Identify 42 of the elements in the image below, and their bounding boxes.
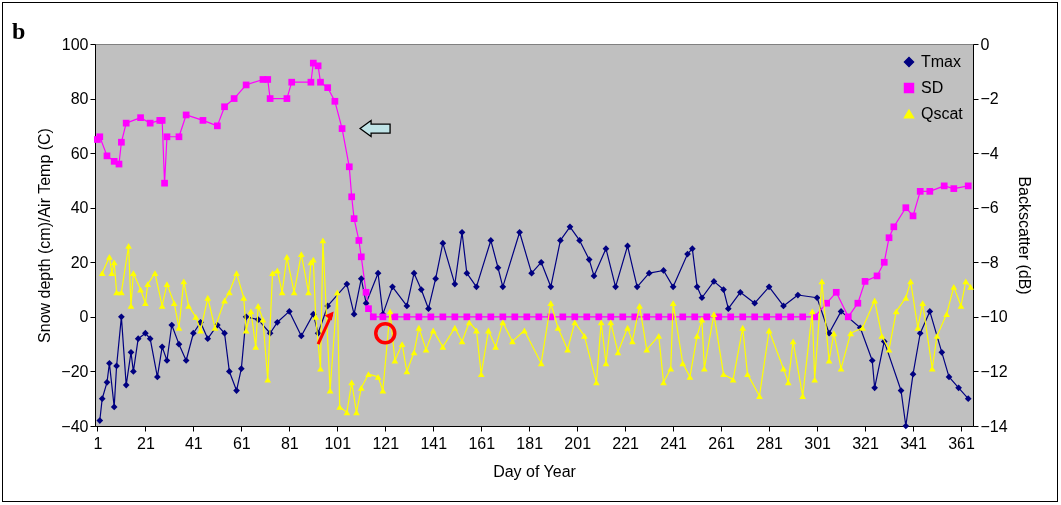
x-tick-label: 81	[280, 434, 299, 452]
legend-label: Qscat	[921, 105, 964, 122]
y-tick-label: 0	[79, 308, 89, 326]
y-tick-label: −40	[61, 417, 89, 435]
y2-tick-label: −12	[980, 362, 1008, 380]
y-tick-label: −20	[61, 362, 89, 380]
y2-tick-label: −8	[980, 253, 999, 271]
x-tick-label: 141	[420, 434, 448, 452]
x-tick-label: 221	[612, 434, 640, 452]
x-tick-label: 261	[708, 434, 736, 452]
y-tick-label: 100	[61, 35, 89, 53]
x-tick-label: 61	[232, 434, 251, 452]
x-tick-label: 41	[184, 434, 203, 452]
x-tick-label: 21	[136, 434, 155, 452]
y-tick-label: 20	[70, 253, 89, 271]
x-tick-label: 181	[516, 434, 544, 452]
x-tick-label: 321	[852, 434, 879, 452]
y-tick-label: 80	[70, 90, 89, 108]
x-tick-label: 241	[660, 434, 688, 452]
x-tick-label: 1	[93, 434, 103, 452]
x-tick-label: 101	[324, 434, 352, 452]
x-tick-label: 201	[564, 434, 592, 452]
y2-axis-title: Backscatter (dB)	[1015, 176, 1033, 295]
x-tick-label: 121	[372, 434, 400, 452]
y2-tick-label: −2	[980, 90, 999, 108]
y2-tick-label: −4	[980, 144, 999, 162]
x-tick-label: 361	[948, 434, 975, 452]
x-tick-label: 341	[900, 434, 927, 452]
y-tick-label: 40	[70, 199, 89, 217]
y2-tick-label: −6	[980, 199, 999, 217]
x-tick-label: 161	[468, 434, 496, 452]
y2-tick-label: 0	[980, 35, 990, 53]
legend-label: Tmax	[921, 53, 961, 70]
x-tick-label: 281	[756, 434, 784, 452]
legend-label: SD	[921, 79, 944, 96]
x-axis-title: Day of Year	[493, 462, 577, 480]
x-tick-label: 301	[804, 434, 832, 452]
y2-tick-label: −10	[980, 308, 1008, 326]
text: b	[12, 18, 26, 45]
y-tick-label: 60	[70, 144, 89, 162]
y2-tick-label: −14	[980, 417, 1008, 435]
y-axis-title: Snow depth (cm)/Air Temp (C)	[36, 128, 54, 343]
